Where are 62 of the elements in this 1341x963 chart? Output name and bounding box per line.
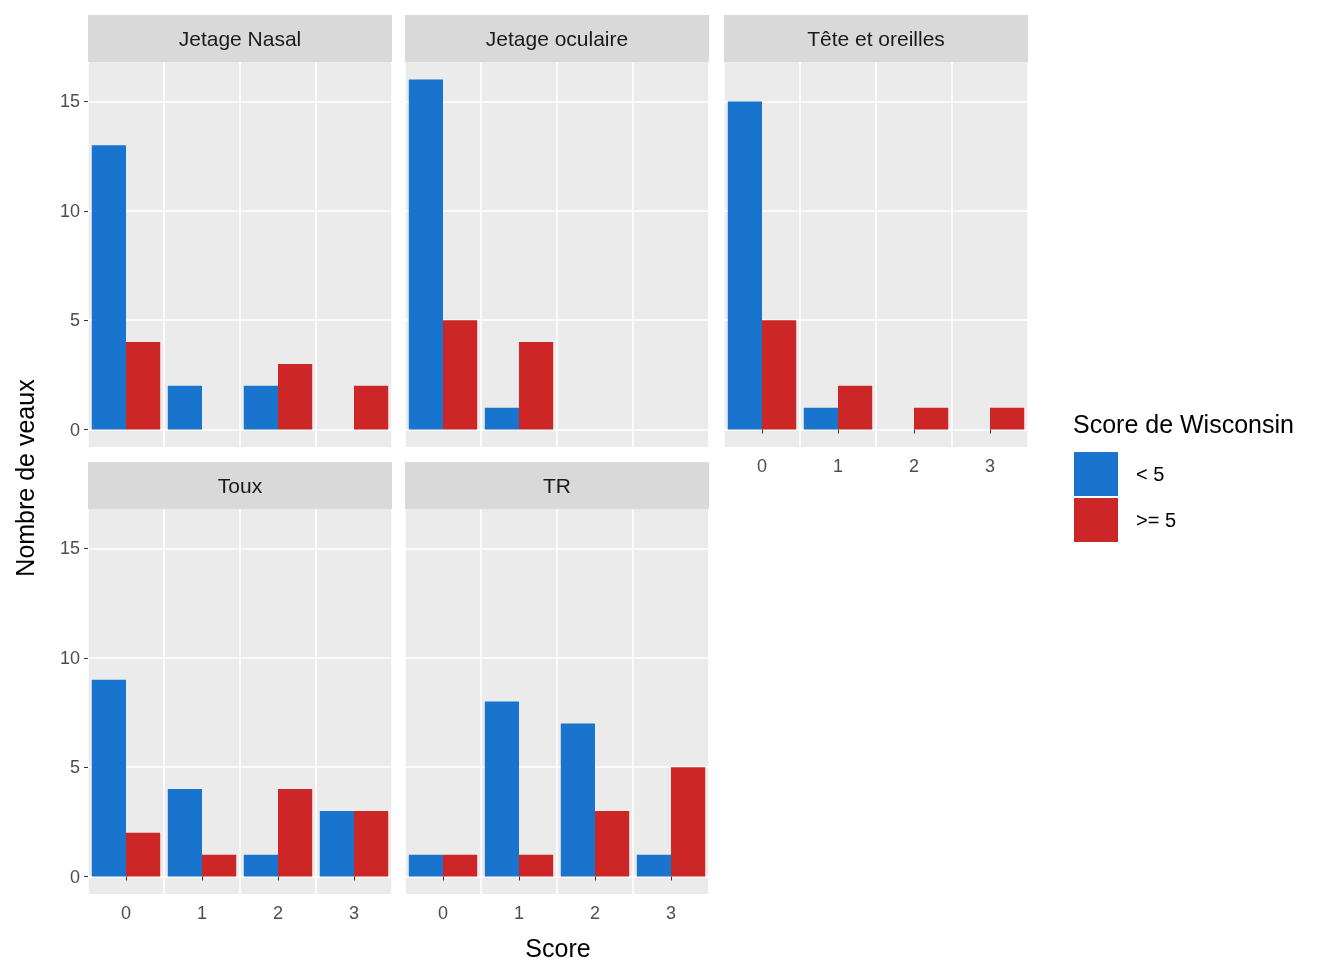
legend-label: >= 5 <box>1136 508 1177 532</box>
bar <box>803 407 838 430</box>
y-axis-title: Nombre de veaux <box>10 379 40 577</box>
chart-title: TR <box>405 462 709 509</box>
x-tick-label: 0 <box>120 903 132 923</box>
chart-title: Tête et oreilles <box>724 15 1028 62</box>
bar <box>914 407 949 430</box>
x-tick-label: 1 <box>832 456 844 476</box>
bar <box>243 385 278 430</box>
y-tick-label: 0 <box>69 419 80 440</box>
bar <box>595 810 630 877</box>
bar <box>167 789 202 877</box>
bar <box>278 363 313 430</box>
bar <box>727 101 762 430</box>
bar <box>560 723 595 877</box>
chart-title: Toux <box>88 462 392 509</box>
bar <box>443 854 478 877</box>
bar <box>354 810 389 877</box>
x-tick-label: 2 <box>908 456 920 476</box>
x-tick-label: 1 <box>513 903 525 923</box>
y-tick-label: 10 <box>59 200 80 221</box>
y-tick-label: 10 <box>59 647 80 668</box>
bar <box>408 854 443 877</box>
bar <box>519 854 554 877</box>
bar <box>319 810 354 877</box>
bar <box>354 385 389 430</box>
x-tick-label: 3 <box>348 903 360 923</box>
bar <box>484 407 519 430</box>
y-tick-label: 15 <box>59 538 80 559</box>
x-axis-title: Score <box>524 934 592 963</box>
bar <box>243 854 278 877</box>
bar <box>408 79 443 430</box>
x-tick-label: 0 <box>756 456 768 476</box>
bar <box>636 854 671 877</box>
x-tick-label: 1 <box>196 903 208 923</box>
bar <box>990 407 1025 430</box>
bar <box>167 385 202 430</box>
bar <box>126 832 161 877</box>
legend-title: Score de Wisconsin <box>1073 410 1294 439</box>
x-tick-label: 0 <box>437 903 449 923</box>
y-tick-label: 0 <box>69 866 80 887</box>
bar <box>484 701 519 877</box>
x-tick-label: 2 <box>272 903 284 923</box>
bar <box>443 320 478 430</box>
bar <box>519 342 554 430</box>
bar <box>91 145 126 430</box>
x-tick-label: 2 <box>589 903 601 923</box>
chart-title: Jetage Nasal <box>88 15 392 62</box>
x-tick-label: 3 <box>665 903 677 923</box>
bar <box>91 679 126 877</box>
bar <box>278 789 313 877</box>
y-tick-label: 15 <box>59 91 80 112</box>
bar <box>762 320 797 430</box>
bar <box>202 854 237 877</box>
legend-label: < 5 <box>1136 462 1165 486</box>
y-tick-label: 5 <box>69 310 80 331</box>
bar <box>126 342 161 430</box>
chart-title: Jetage oculaire <box>405 15 709 62</box>
y-tick-label: 5 <box>69 757 80 778</box>
x-tick-label: 3 <box>984 456 996 476</box>
bar <box>671 767 706 877</box>
bar <box>838 385 873 430</box>
